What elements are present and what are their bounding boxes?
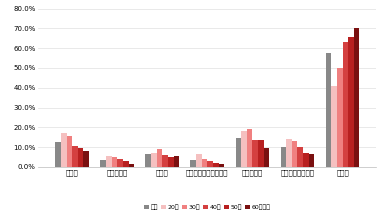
Bar: [235, 138, 241, 167]
Bar: [264, 147, 269, 167]
Bar: [213, 163, 218, 167]
Bar: [151, 153, 157, 167]
Bar: [162, 155, 168, 167]
Bar: [309, 155, 314, 167]
Bar: [112, 158, 117, 167]
Bar: [123, 161, 129, 167]
Bar: [286, 139, 292, 167]
Bar: [196, 155, 202, 167]
Bar: [66, 136, 72, 167]
Bar: [83, 151, 89, 167]
Bar: [258, 140, 264, 167]
Bar: [190, 160, 196, 167]
Bar: [331, 86, 337, 167]
Bar: [252, 140, 258, 167]
Bar: [298, 147, 303, 167]
Bar: [354, 28, 359, 167]
Bar: [157, 149, 162, 167]
Bar: [303, 153, 309, 167]
Bar: [174, 156, 179, 167]
Bar: [292, 141, 298, 167]
Bar: [72, 146, 78, 167]
Bar: [78, 147, 83, 167]
Bar: [146, 154, 151, 167]
Bar: [168, 157, 174, 167]
Bar: [348, 37, 354, 167]
Bar: [343, 42, 348, 167]
Bar: [106, 156, 112, 167]
Bar: [202, 159, 207, 167]
Bar: [117, 159, 123, 167]
Bar: [241, 131, 247, 167]
Bar: [61, 133, 66, 167]
Bar: [337, 68, 343, 167]
Legend: 全体, 20代, 30代, 40代, 50代, 60代以上: 全体, 20代, 30代, 40代, 50代, 60代以上: [144, 205, 271, 211]
Bar: [55, 142, 61, 167]
Bar: [218, 164, 224, 167]
Bar: [100, 160, 106, 167]
Bar: [326, 52, 331, 167]
Bar: [129, 164, 134, 167]
Bar: [247, 129, 252, 167]
Bar: [207, 161, 213, 167]
Bar: [281, 147, 286, 167]
